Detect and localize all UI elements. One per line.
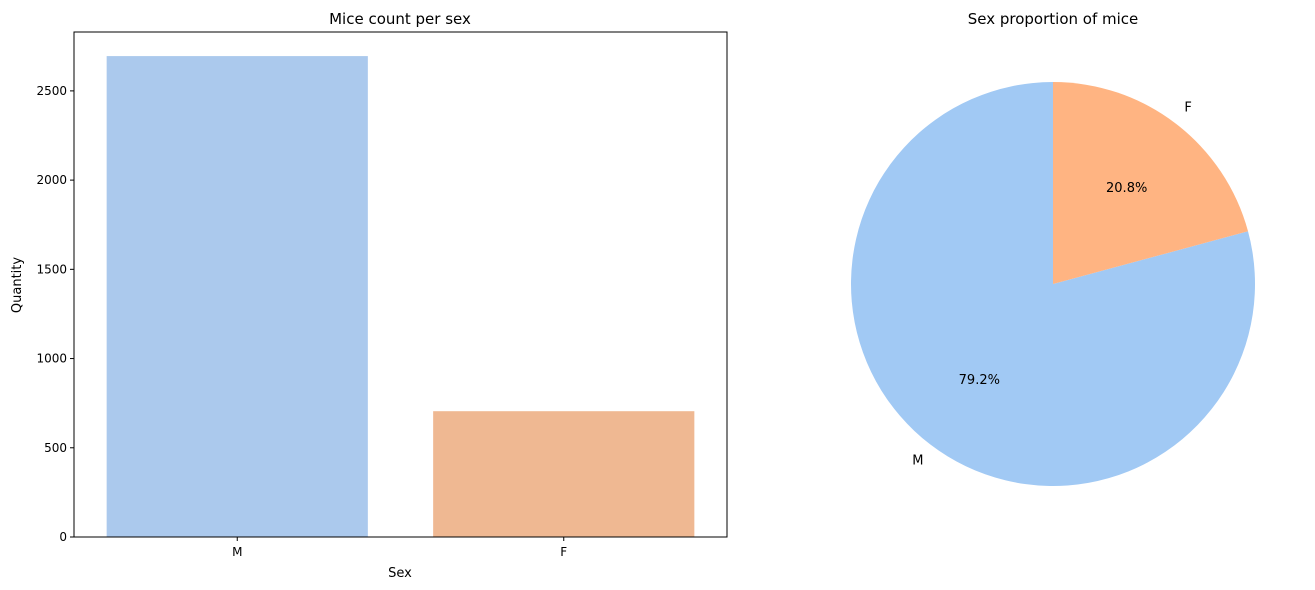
pie-pct-label: 79.2% [959, 373, 1000, 388]
y-tick-label: 0 [59, 530, 67, 544]
pie-slice-label: F [1184, 101, 1191, 116]
bar-f [433, 411, 695, 537]
y-tick-label: 1000 [36, 352, 67, 366]
bar-chart: Mice count per sex 05001000150020002500 … [10, 10, 728, 581]
bar-marks [106, 56, 695, 537]
pie-pct-label: 20.8% [1106, 181, 1147, 196]
bar-chart-title: Mice count per sex [329, 10, 471, 28]
pie-marks: 79.2% M 20.8% F [851, 82, 1255, 487]
x-axis-label: Sex [388, 566, 412, 581]
x-tick-label: F [560, 545, 567, 559]
pie-slice-label: M [912, 453, 923, 468]
y-tick-label: 2500 [36, 84, 67, 98]
bar-plot-frame [73, 31, 728, 538]
pie-chart-title: Sex proportion of mice [968, 10, 1139, 28]
y-tick-label: 1500 [36, 262, 67, 276]
pie-chart: Sex proportion of mice 79.2% M 20.8% F [851, 10, 1255, 487]
y-axis-ticks: 0 500 1000 1500 2000 2500 [36, 84, 74, 544]
y-tick-label: 500 [44, 441, 67, 455]
x-tick-label: M [232, 545, 242, 559]
y-axis-label: Quantity [10, 257, 25, 313]
y-tick-label: 2000 [36, 173, 67, 187]
pie-slice-f [1053, 82, 1249, 284]
bar-m [106, 56, 368, 537]
